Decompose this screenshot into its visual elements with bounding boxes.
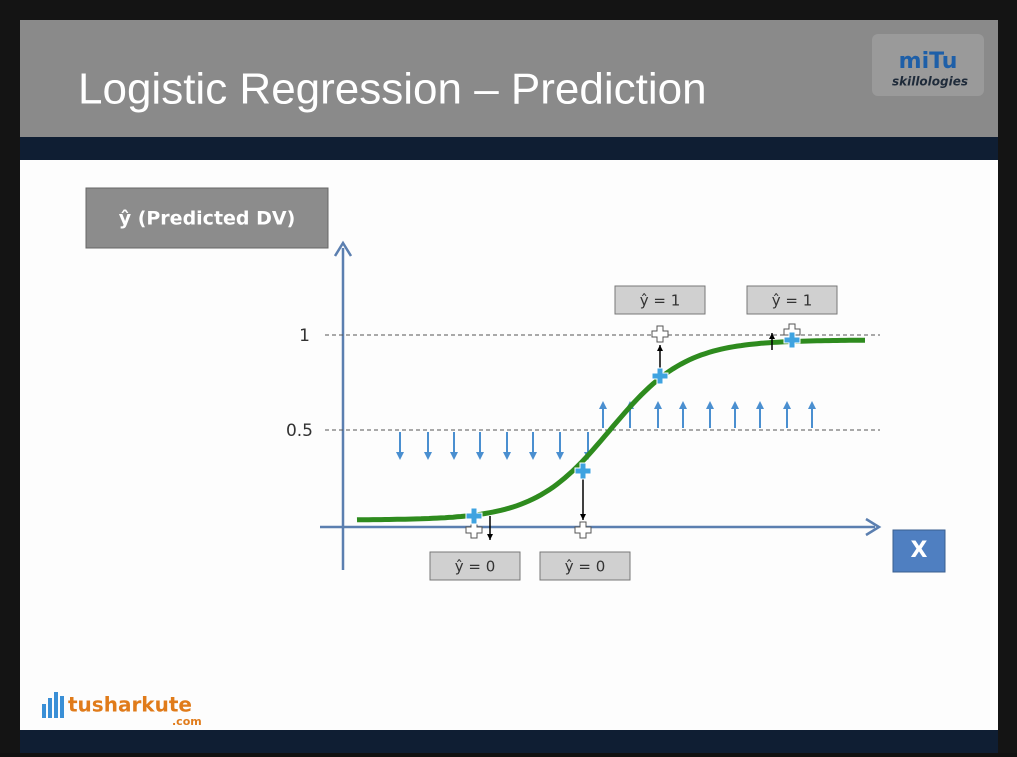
plus-marker [574,462,592,480]
callouts: ŷ = 1 ŷ = 1 ŷ = 0 ŷ = 0 [429,285,838,581]
arrowhead [654,401,662,409]
logo-bar [42,704,46,718]
header-rule [20,137,998,160]
y-tick-label: 1 [299,326,310,346]
arrowhead [396,452,404,460]
sigmoid-curve [356,337,865,523]
brand: tusharkute [68,693,192,717]
logo-bar [60,696,64,718]
arrowhead [476,452,484,460]
callout-box [539,551,631,581]
arrowhead [556,452,564,460]
arrowhead [808,401,816,409]
arrowhead [706,401,714,409]
callout: ŷ = 1 [772,292,813,310]
arrowhead [769,333,775,339]
x-arrowhead [865,517,882,537]
threshold-arrows [396,401,816,460]
arrowhead [503,452,511,460]
x-axis-label: X [911,538,928,563]
slide-body [20,160,998,732]
plus-marker [651,325,669,343]
arrowhead [783,401,791,409]
logo-bar [54,692,58,718]
slide-title: Logistic Regression – Prediction [78,65,707,114]
x-axis-label-box [892,529,946,573]
plus-marker [783,331,801,349]
arrowhead [580,514,586,520]
arrowhead [487,534,493,540]
arrowhead [450,452,458,460]
y-axis-label: ŷ (Predicted DV) [119,208,296,230]
header-band [20,20,998,138]
arrowhead [599,401,607,409]
logo-main: miTu [899,49,958,74]
arrowhead [657,345,663,351]
callout-box [614,285,706,315]
callout: ŷ = 0 [455,558,496,576]
arrowhead [731,401,739,409]
logo-sub: skillologies [892,75,968,89]
plus-marker [651,367,669,385]
footer-logo: tusharkute .com [42,692,202,728]
logo-box [872,34,984,96]
brand-suffix: .com [172,715,202,728]
y-axis-label-box [85,187,329,249]
y-arrowhead [333,240,353,257]
plus-marker [465,507,483,525]
arrowhead [679,401,687,409]
arrowhead [529,452,537,460]
points [465,323,801,540]
plus-marker [465,521,483,539]
callout: ŷ = 1 [640,292,681,310]
callout: ŷ = 0 [565,558,606,576]
footer-band [20,730,998,753]
y-tick-label: 0.5 [286,421,313,441]
logo-bar [48,698,52,718]
plus-marker [574,521,592,539]
arrowhead [424,452,432,460]
axes [320,240,882,570]
arrowhead [756,401,764,409]
callout-box [746,285,838,315]
callout-box [429,551,521,581]
